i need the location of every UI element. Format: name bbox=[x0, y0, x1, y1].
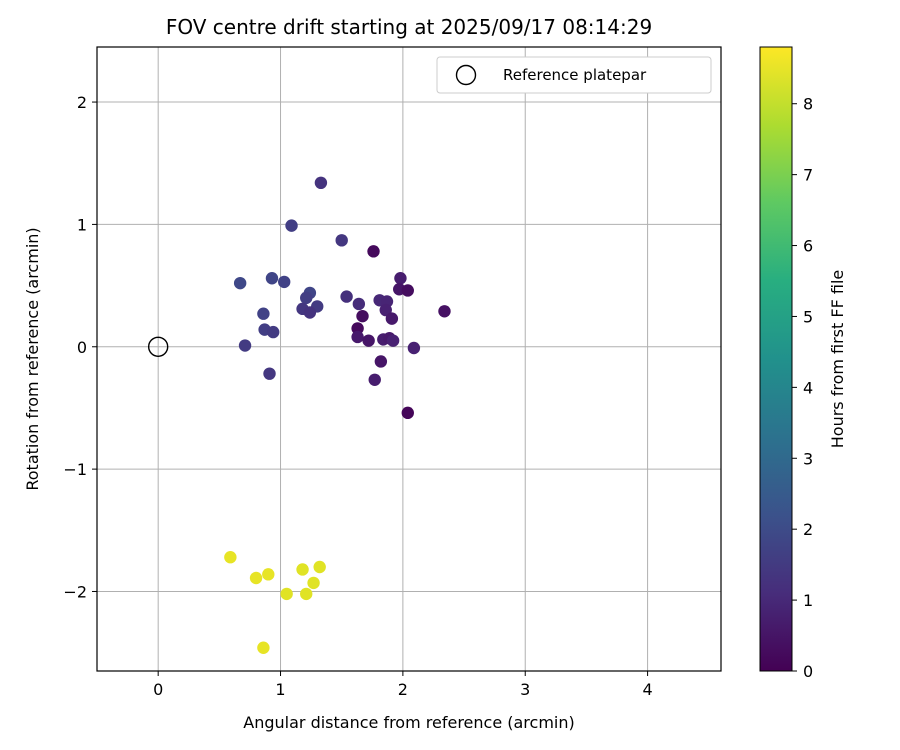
scatter-point bbox=[368, 373, 381, 386]
y-tick-label: 1 bbox=[77, 215, 87, 234]
scatter-point bbox=[278, 275, 291, 289]
scatter-point bbox=[238, 339, 252, 352]
y-tick-label: −2 bbox=[63, 582, 87, 601]
y-tick-label: 2 bbox=[77, 93, 87, 112]
scatter-point bbox=[401, 406, 414, 420]
scatter-point bbox=[257, 641, 270, 654]
chart-title: FOV centre drift starting at 2025/09/17 … bbox=[166, 15, 652, 39]
legend-reference-marker bbox=[455, 64, 477, 86]
scatter-point bbox=[280, 587, 293, 601]
y-axis-ticks: −2 −1 0 1 2 bbox=[63, 93, 97, 601]
colorbar-tick-label: 0 bbox=[803, 662, 813, 681]
colorbar-tick-label: 7 bbox=[803, 166, 813, 185]
scatter-point bbox=[407, 341, 421, 355]
scatter-point bbox=[266, 325, 280, 339]
scatter-point bbox=[257, 307, 270, 320]
scatter-point bbox=[394, 272, 407, 285]
colorbar-tick-label: 2 bbox=[803, 520, 813, 539]
x-axis-ticks: 0 1 2 3 4 bbox=[153, 671, 653, 699]
scatter-point bbox=[313, 560, 326, 574]
colorbar-tick-label: 5 bbox=[803, 307, 813, 326]
colorbar-ticks: 0 1 2 3 4 5 6 7 8 bbox=[792, 95, 813, 681]
scatter-point bbox=[262, 568, 275, 581]
legend-label: Reference platepar bbox=[503, 66, 647, 84]
grid bbox=[97, 47, 721, 671]
x-tick-label: 4 bbox=[642, 680, 652, 699]
y-axis-label: Rotation from reference (arcmin) bbox=[23, 227, 42, 490]
x-axis-label: Angular distance from reference (arcmin) bbox=[243, 713, 574, 732]
scatter-point bbox=[224, 551, 237, 564]
scatter-point bbox=[265, 272, 279, 285]
colorbar-tick-label: 3 bbox=[803, 449, 813, 468]
colorbar-tick-label: 1 bbox=[803, 591, 813, 610]
colorbar-label: Hours from first FF file bbox=[828, 270, 847, 449]
scatter-point bbox=[386, 334, 400, 347]
reference-platepar-marker bbox=[147, 336, 169, 357]
scatter-point bbox=[307, 576, 320, 590]
scatter-point bbox=[300, 587, 313, 601]
scatter-point bbox=[367, 245, 380, 258]
colorbar-gradient bbox=[759, 46, 793, 672]
colorbar-tick-label: 4 bbox=[803, 378, 813, 397]
reference-marker-layer bbox=[147, 336, 169, 357]
scatter-point bbox=[362, 334, 375, 347]
scatter-point bbox=[285, 219, 298, 232]
scatter-point bbox=[303, 306, 317, 319]
scatter-point bbox=[438, 305, 451, 318]
plot-frame bbox=[96, 46, 722, 672]
x-tick-label: 2 bbox=[398, 680, 408, 699]
scatter-point bbox=[374, 355, 388, 368]
scatter-point bbox=[385, 312, 399, 325]
colorbar-tick-label: 8 bbox=[803, 95, 813, 114]
scatter-point bbox=[379, 303, 392, 317]
scatter-point bbox=[233, 276, 247, 290]
scatter-point bbox=[335, 234, 348, 247]
y-tick-label: 0 bbox=[77, 338, 87, 357]
scatter-point bbox=[401, 284, 414, 297]
x-tick-label: 1 bbox=[275, 680, 285, 699]
scatter-point bbox=[340, 290, 353, 303]
scatter-point bbox=[300, 291, 313, 305]
scatter-point bbox=[351, 322, 364, 335]
x-tick-label: 3 bbox=[520, 680, 530, 699]
colorbar-tick-label: 6 bbox=[803, 237, 813, 256]
x-tick-label: 0 bbox=[153, 680, 163, 699]
scatter-point bbox=[356, 309, 369, 323]
legend: Reference platepar bbox=[436, 56, 712, 94]
scatter-point bbox=[351, 330, 364, 344]
legend-box bbox=[436, 56, 712, 94]
scatter-point bbox=[249, 571, 263, 585]
scatter-point bbox=[352, 297, 366, 311]
colorbar: 0 1 2 3 4 5 6 7 8 Hours from first FF file bbox=[759, 46, 847, 681]
scatter-point bbox=[263, 367, 276, 380]
scatter-point bbox=[296, 563, 309, 576]
scatter-point bbox=[314, 176, 328, 190]
y-tick-label: −1 bbox=[63, 460, 87, 479]
data-points bbox=[224, 176, 451, 654]
